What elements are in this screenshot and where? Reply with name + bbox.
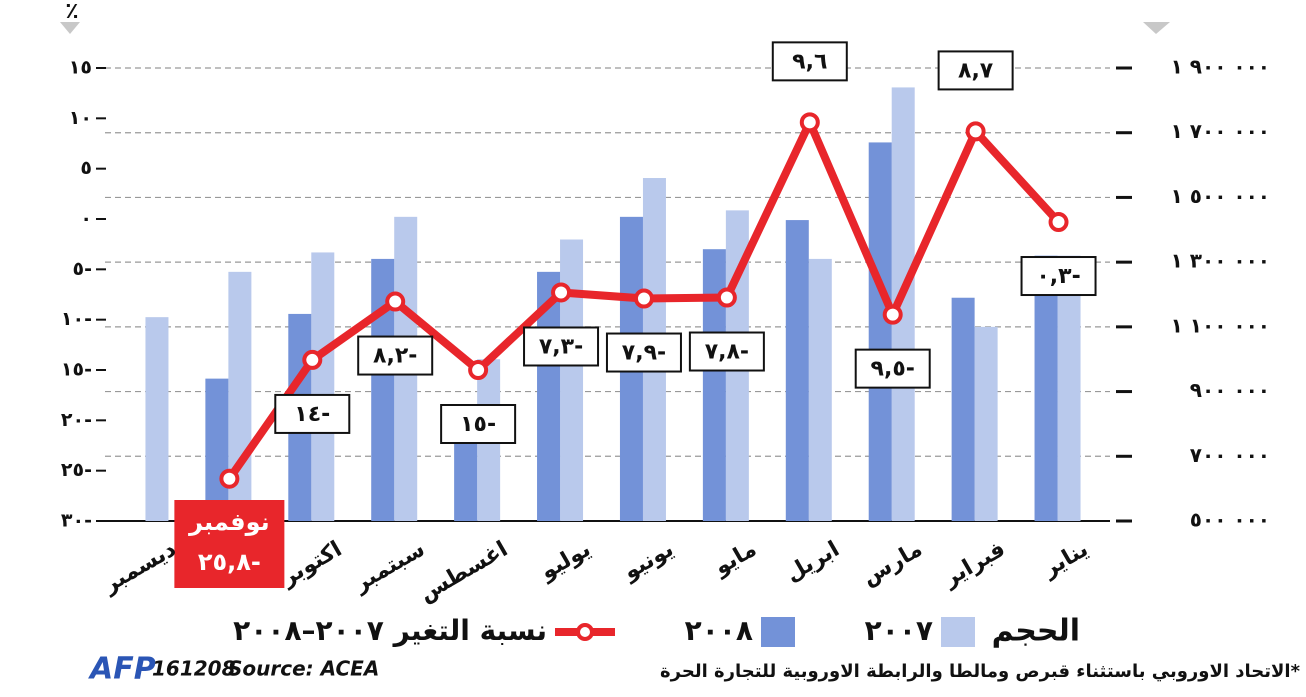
- line-point: [553, 284, 569, 300]
- line-point: [470, 362, 486, 378]
- legend-label: ٢٠٠٨: [685, 614, 753, 647]
- source: Source: ACEA: [228, 657, 379, 681]
- line-point: [304, 352, 320, 368]
- bar: [205, 379, 228, 521]
- page: ٪ AFP 161208 Source: ACEA *الاتحاد الاور…: [0, 0, 1306, 697]
- y-tick-label: ١٠: [69, 107, 92, 129]
- agency: AFP: [88, 652, 156, 687]
- y2-tick-label: ٧٠٠ ٠٠٠: [1190, 443, 1270, 467]
- y-tick-label: ١٥: [69, 57, 92, 79]
- bar: [975, 327, 998, 521]
- legend-title: الحجم: [992, 614, 1080, 649]
- line-point: [885, 307, 901, 323]
- data-label: ١٥-: [460, 412, 496, 437]
- y-tick-label: ٠: [80, 208, 92, 230]
- data-label: ٧,٩-: [622, 341, 666, 366]
- bar: [786, 220, 809, 521]
- bar: [809, 259, 832, 521]
- bar: [952, 298, 975, 521]
- y2-tick-label: ١ ٩٠٠ ٠٠٠: [1171, 55, 1270, 79]
- y2-tick-label: ٥٠٠ ٠٠٠: [1190, 508, 1270, 532]
- data-label: ٧,٨-: [705, 340, 749, 365]
- unit-label: ٪: [65, 0, 78, 24]
- bar: [869, 142, 892, 521]
- line-point: [1051, 214, 1067, 230]
- bar: [145, 317, 168, 521]
- line-point: [636, 291, 652, 307]
- y-tick-label: ٢٥-: [61, 459, 92, 481]
- x-tick-label: نوفمبر: [188, 508, 270, 536]
- y-tick-label: ١٥-: [61, 359, 92, 381]
- chart: ٪ AFP 161208 Source: ACEA *الاتحاد الاور…: [0, 0, 1306, 697]
- data-label: ٧,٣-: [539, 334, 583, 359]
- y-tick-label: ٥: [80, 157, 92, 179]
- y-tick-label: ٣٠-: [61, 510, 92, 532]
- y2-tick-label: ١ ٥٠٠ ٠٠٠: [1171, 184, 1270, 208]
- data-label: ٩,٦: [792, 49, 827, 74]
- data-label: ٢٥,٨-: [198, 548, 261, 576]
- y2-tick-label: ٩٠٠ ٠٠٠: [1190, 378, 1270, 402]
- data-label: ١٤-: [294, 402, 330, 427]
- bar: [560, 239, 583, 521]
- line-point: [968, 123, 984, 139]
- y-tick-label: ١٠-: [61, 308, 92, 330]
- y2-tick-label: ١ ٣٠٠ ٠٠٠: [1171, 249, 1270, 273]
- y-tick-label: ٢٠-: [61, 409, 92, 431]
- legend-swatch: [761, 617, 795, 647]
- y2-tick-label: ١ ١٠٠ ٠٠٠: [1171, 313, 1270, 337]
- line-point: [719, 290, 735, 306]
- legend-swatch: [578, 625, 592, 639]
- line-point: [221, 471, 237, 487]
- data-label: ٩,٥-: [871, 357, 915, 382]
- y2-tick-label: ١ ٧٠٠ ٠٠٠: [1171, 119, 1270, 143]
- data-label: ٠,٣-: [1036, 264, 1080, 289]
- legend-label: نسبة التغير ٢٠٠٧–٢٠٠٨: [233, 614, 547, 647]
- legend-swatch: [941, 617, 975, 647]
- data-label: ٨,٧: [958, 58, 994, 83]
- legend-label: ٢٠٠٧: [865, 614, 933, 647]
- line-point: [387, 294, 403, 310]
- footnote: *الاتحاد الاوروبي باستثناء قبرص ومالطا و…: [660, 661, 1301, 682]
- line-point: [802, 114, 818, 130]
- data-label: ٨,٢-: [373, 344, 417, 369]
- bar: [311, 252, 334, 521]
- code: 161208: [152, 657, 236, 681]
- y-tick-label: ٥-: [73, 258, 92, 280]
